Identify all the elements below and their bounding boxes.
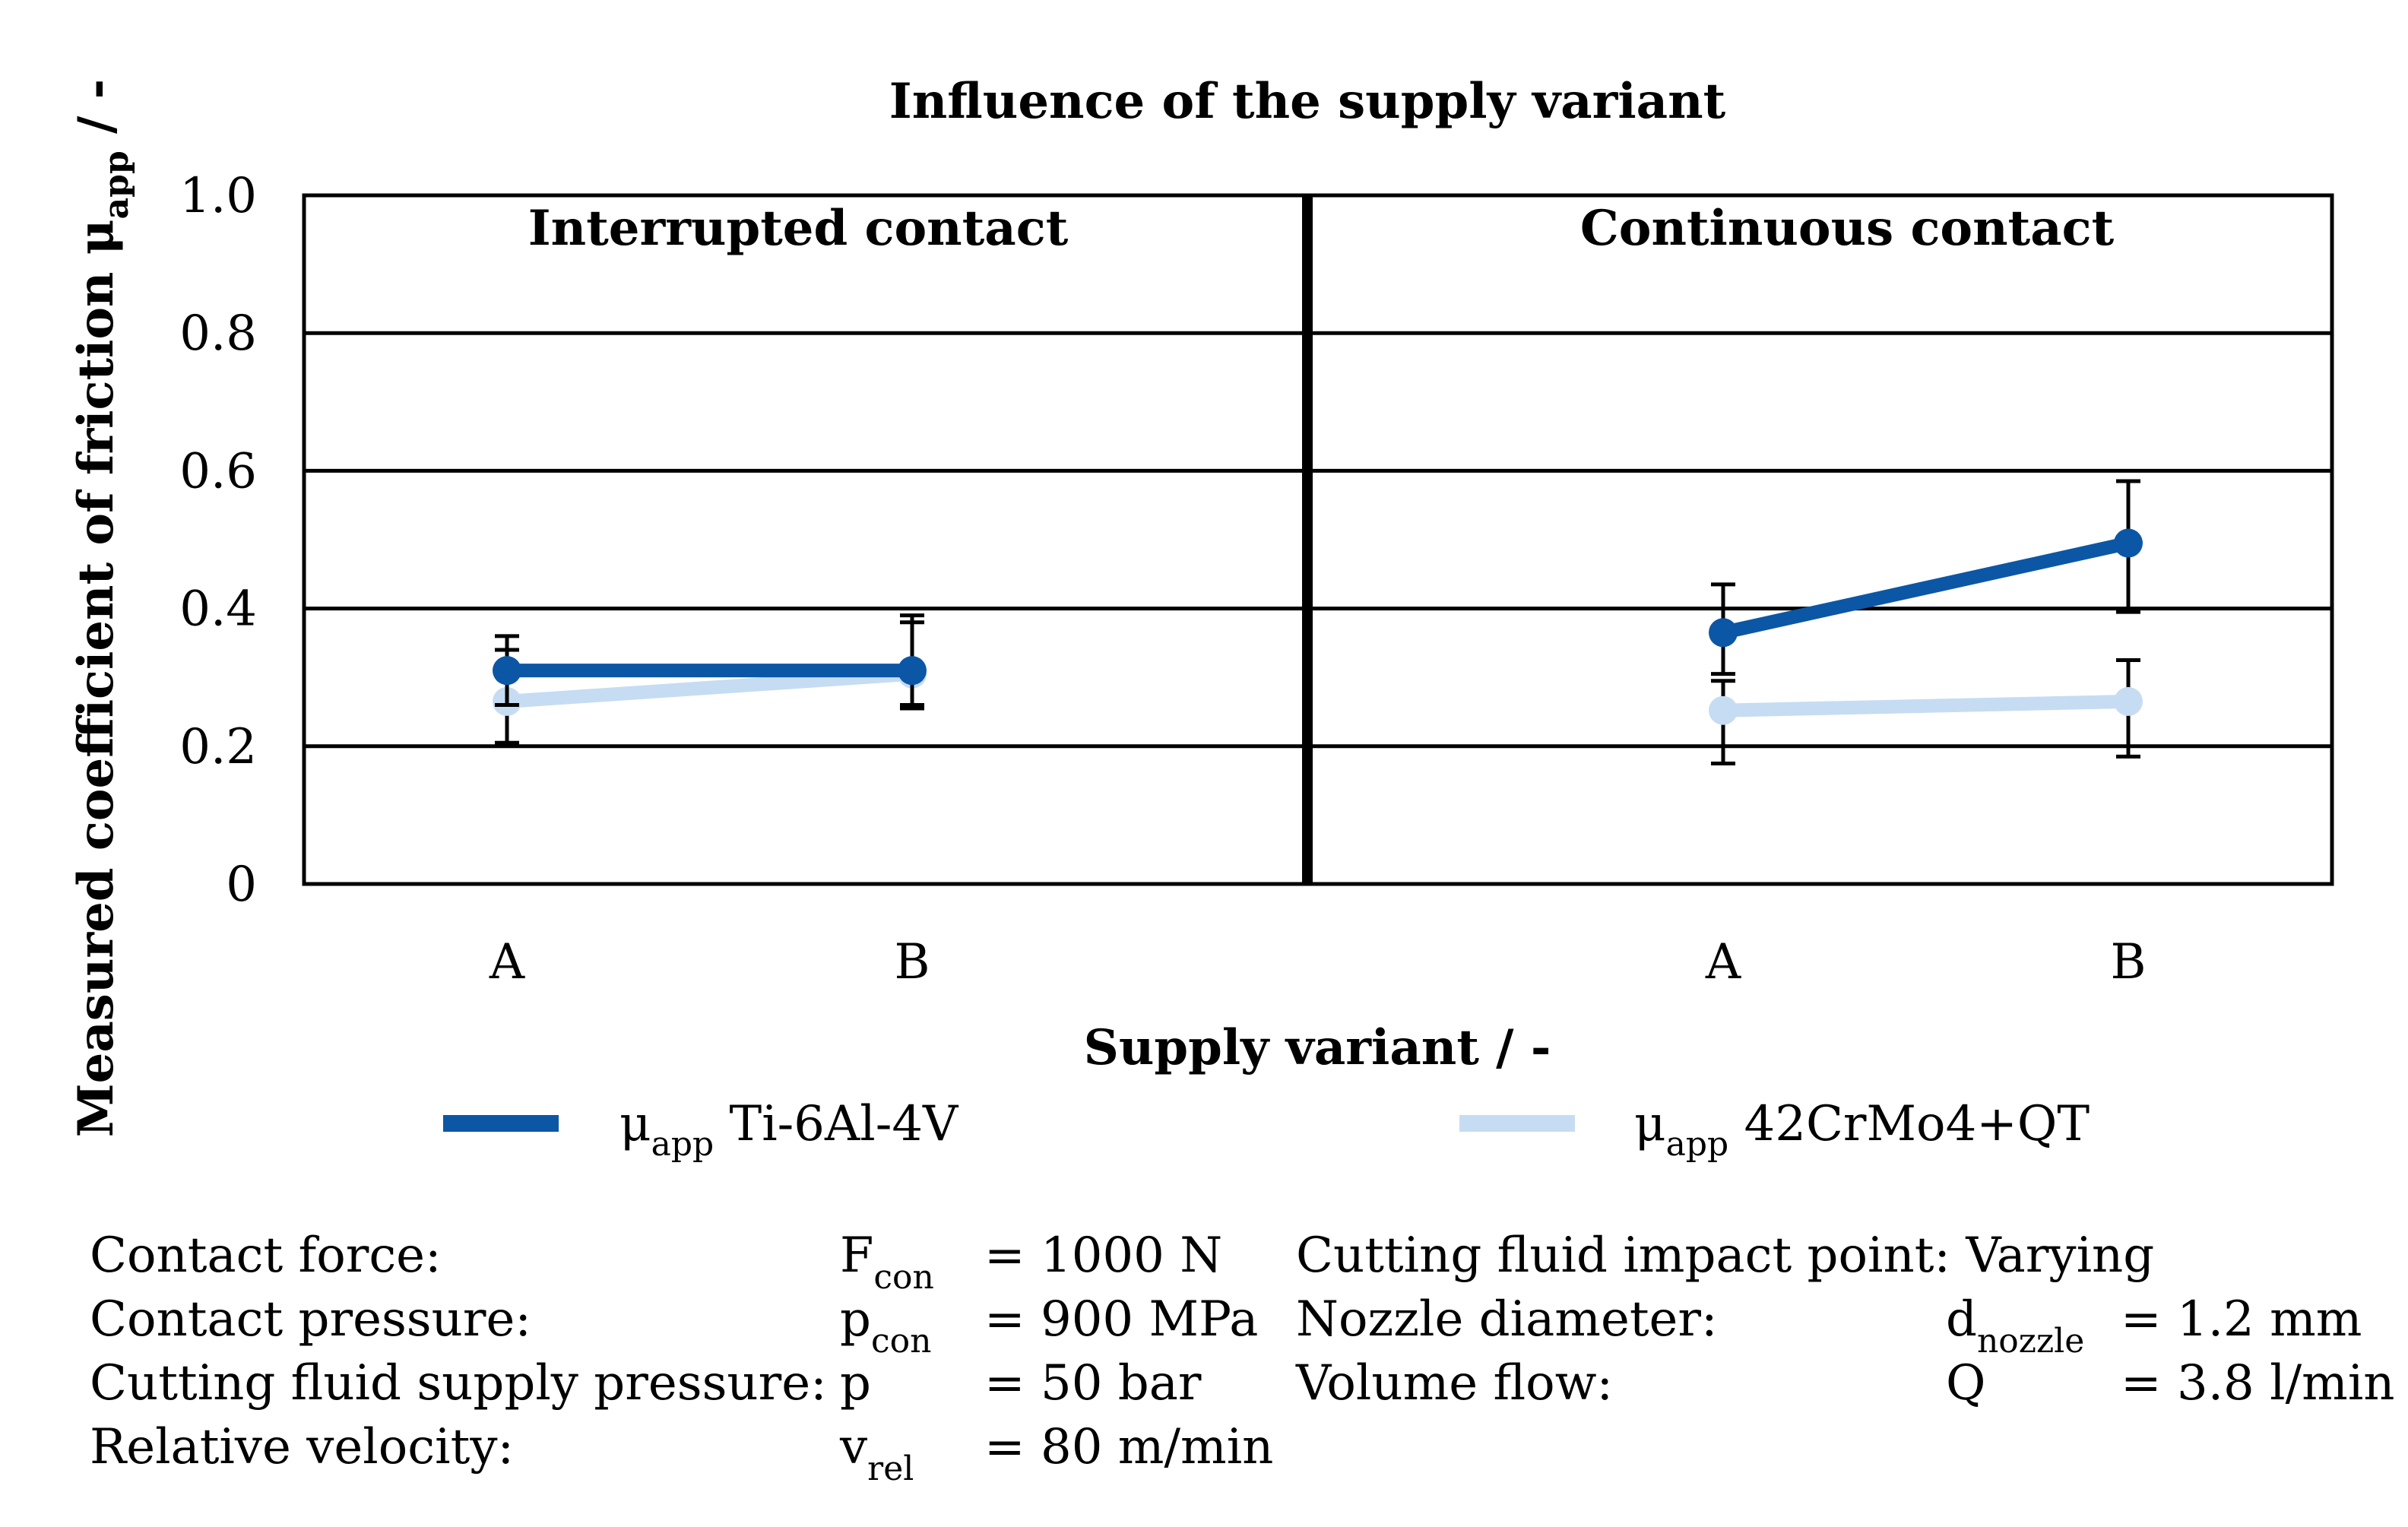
series-crmo [493, 620, 927, 745]
data-point [2114, 686, 2143, 716]
param-nozzle-diameter-value: = 1.2 mm [2121, 1291, 2362, 1348]
y-axis-label: Measured coefficient of friction μapp / … [68, 79, 136, 1137]
param-contact-pressure-value: = 900 MPa [984, 1291, 1259, 1348]
data-point [898, 656, 927, 686]
panel-title: Interrupted contact [528, 200, 1069, 257]
param-contact-force-label: Contact force: [90, 1228, 442, 1284]
y-tick-labels: 0 0.2 0.4 0.6 0.8 1.0 [179, 168, 257, 913]
series-line [1716, 536, 2135, 640]
series-line [1716, 694, 2135, 718]
y-axis-label-sub: app [97, 150, 136, 219]
x-tick-label: B [894, 934, 930, 990]
series-crmo [1709, 658, 2143, 765]
param-supply-pressure-symbol: p [840, 1355, 871, 1411]
legend: μapp Ti-6Al-4V μapp 42CrMo4+QT [443, 1096, 2090, 1164]
gridlines [304, 331, 2332, 749]
plot-frame [302, 193, 2334, 886]
param-supply-pressure-label: Cutting fluid supply pressure: [90, 1355, 827, 1411]
param-contact-pressure-label: Contact pressure: [90, 1291, 531, 1348]
y-tick-label: 0.2 [179, 719, 257, 775]
test-parameters: Contact force: Fcon = 1000 N Contact pre… [0, 1224, 2408, 1513]
data-point [493, 656, 521, 686]
param-volume-flow-symbol: Q [1946, 1355, 1986, 1411]
y-tick-label: 0 [226, 857, 257, 913]
data-series [493, 479, 2143, 765]
plot-border [302, 193, 2334, 886]
param-relative-velocity-symbol: vrel [840, 1419, 914, 1488]
svg-text:Measured coefficient of fricti: Measured coefficient of friction μapp / … [68, 79, 136, 1137]
friction-chart: Influence of the supply variant Measured… [68, 73, 2334, 1164]
y-axis-label-main: Measured coefficient of friction μ [68, 219, 125, 1137]
param-nozzle-diameter-label: Nozzle diameter: [1296, 1291, 1718, 1348]
chart-title: Influence of the supply variant [889, 73, 1726, 130]
panel-titles: Interrupted contact Continuous contact [528, 200, 2115, 257]
param-impact-point-label: Cutting fluid impact point: Varying [1296, 1228, 2155, 1284]
legend-label-crmo: μapp 42CrMo4+QT [1634, 1096, 2090, 1164]
param-volume-flow-value: = 3.8 l/min [2121, 1355, 2395, 1411]
param-supply-pressure-value: = 50 bar [984, 1355, 1202, 1411]
param-relative-velocity-label: Relative velocity: [90, 1419, 515, 1475]
series-ti [493, 613, 927, 707]
x-tick-label: A [1705, 934, 1741, 990]
x-tick-label: B [2110, 934, 2146, 990]
series-ti [1709, 479, 2143, 676]
param-volume-flow-label: Volume flow: [1296, 1355, 1614, 1411]
legend-label-ti: μapp Ti-6Al-4V [619, 1096, 959, 1164]
x-axis-label: Supply variant / - [1084, 1019, 1551, 1076]
panel-title: Continuous contact [1580, 200, 2115, 257]
y-tick-label: 1.0 [179, 168, 257, 224]
data-point [2114, 528, 2143, 558]
y-axis-label-suffix: / - [68, 79, 125, 151]
data-point [1709, 618, 1738, 648]
param-contact-pressure-symbol: pcon [840, 1291, 932, 1361]
data-point [1709, 695, 1738, 725]
param-nozzle-diameter-symbol: dnozzle [1946, 1291, 2085, 1361]
y-tick-label: 0.8 [179, 306, 257, 362]
y-tick-label: 0.6 [179, 443, 257, 499]
x-tick-label: A [489, 934, 525, 990]
series-line [500, 667, 919, 708]
param-contact-force-value: = 1000 N [984, 1228, 1223, 1284]
param-contact-force-symbol: Fcon [840, 1228, 934, 1297]
y-tick-label: 0.4 [179, 581, 257, 638]
param-relative-velocity-value: = 80 m/min [984, 1419, 1274, 1475]
